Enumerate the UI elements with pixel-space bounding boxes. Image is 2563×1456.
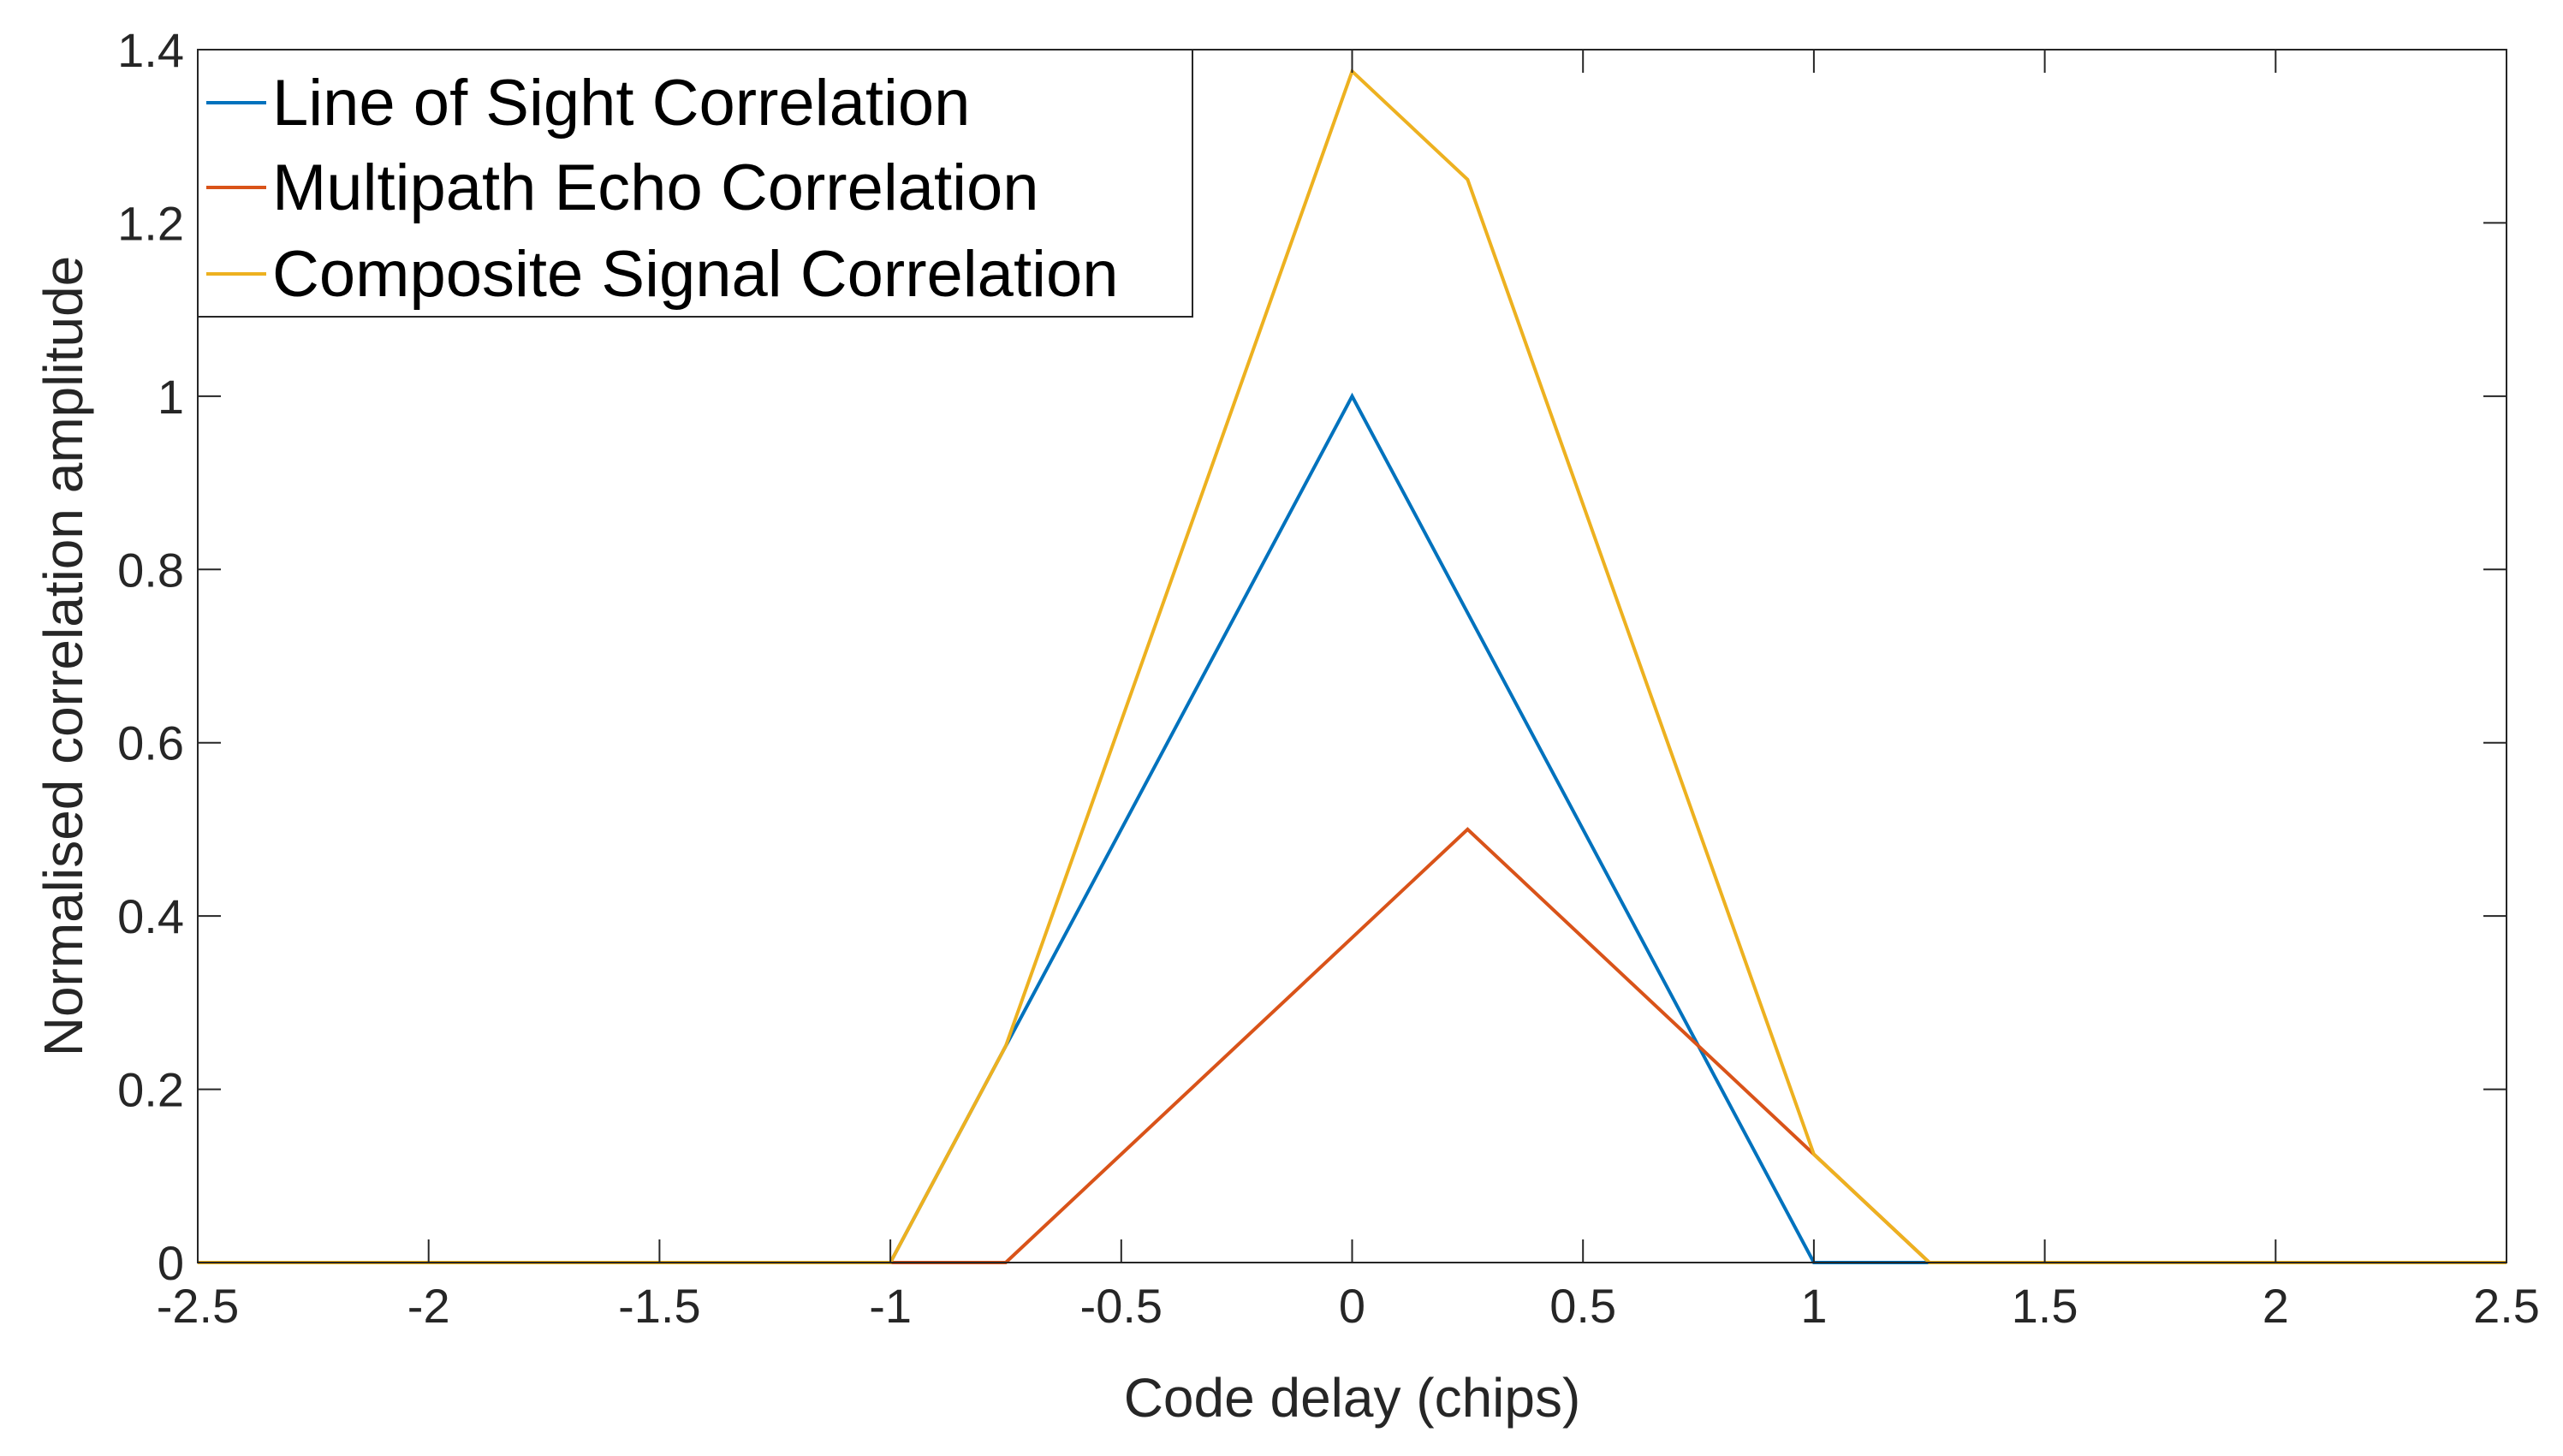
x-tick-label: 0 bbox=[1339, 1279, 1365, 1333]
x-tick-label: 1.5 bbox=[2012, 1279, 2078, 1333]
x-tick-label: 0.5 bbox=[1549, 1279, 1616, 1333]
y-tick-label: 1.2 bbox=[117, 196, 184, 250]
legend-label-composite-signal: Composite Signal Correlation bbox=[272, 238, 1118, 311]
legend-label-multipath-echo: Multipath Echo Correlation bbox=[272, 152, 1039, 224]
y-tick-label: 0 bbox=[158, 1236, 184, 1290]
x-tick-label: 2 bbox=[2263, 1279, 2289, 1333]
legend-box bbox=[197, 49, 1193, 318]
x-axis-label: Code delay (chips) bbox=[1124, 1367, 1581, 1429]
series-line-composite-signal-correlation bbox=[198, 68, 2507, 1264]
legend-label-line-of-sight: Line of Sight Correlation bbox=[272, 67, 970, 140]
y-tick-label: 0.4 bbox=[117, 889, 184, 943]
y-tick-label: 0.2 bbox=[117, 1063, 184, 1117]
x-tick-label: -1 bbox=[869, 1279, 912, 1333]
y-axis-label: Normalised correlation amplitude bbox=[33, 256, 94, 1057]
tick-layer: -2.5 -2 -1.5 -1 -0.5 0 0.5 1 1.5 2 2.5 0 0.2 0.4 0.6 0.… bbox=[117, 23, 2540, 1333]
x-tick-label: -2.5 bbox=[157, 1279, 240, 1333]
y-tick-label: 0.8 bbox=[117, 543, 184, 597]
x-tick-label: -2 bbox=[407, 1279, 450, 1333]
y-tick-label: 1 bbox=[158, 370, 184, 424]
y-tick-label: 1.4 bbox=[117, 23, 184, 77]
x-tick-label: 2.5 bbox=[2473, 1279, 2540, 1333]
x-tick-label: -1.5 bbox=[618, 1279, 701, 1333]
y-tick-label: 0.6 bbox=[117, 716, 184, 770]
x-tick-label: 1 bbox=[1800, 1279, 1827, 1333]
x-tick-label: -0.5 bbox=[1080, 1279, 1163, 1333]
legend: Line of Sight Correlation Multipath Echo… bbox=[197, 49, 1193, 318]
